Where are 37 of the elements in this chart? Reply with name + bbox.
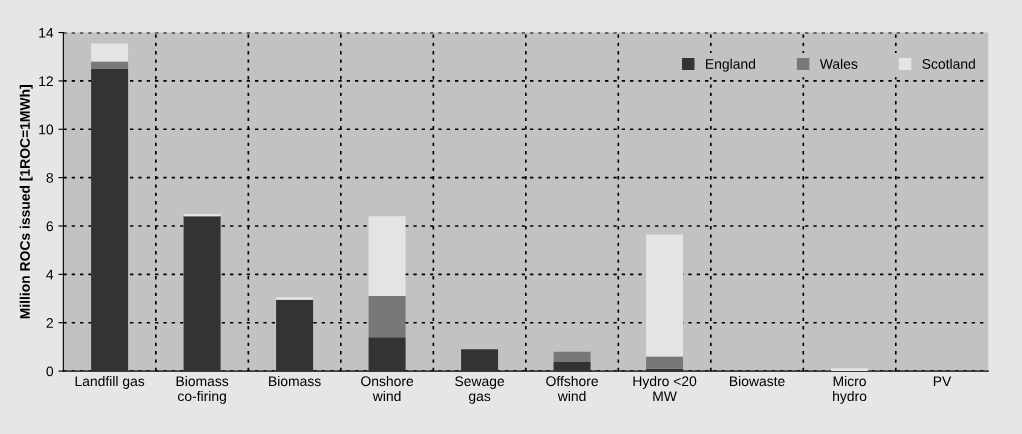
bar <box>646 234 684 357</box>
y-tick-label: 14 <box>39 28 54 38</box>
bar <box>368 216 406 297</box>
bar <box>553 351 591 363</box>
y-tick-label: 12 <box>39 76 53 86</box>
x-tick-label: Onshore wind <box>361 375 414 402</box>
x-tick-label: Biomass <box>269 375 321 387</box>
legend-label: Wales <box>819 58 858 69</box>
x-tick-label: Landfill gas <box>75 375 145 389</box>
x-tick-label: Biowaste <box>730 375 785 387</box>
x-tick-label: Hydro <20 MW <box>633 375 697 401</box>
bar <box>461 349 499 372</box>
bar <box>276 297 314 300</box>
bar <box>91 68 129 372</box>
bar <box>831 368 869 372</box>
y-axis-title: Million ROCs issued [1ROC=1MWh] <box>19 85 33 319</box>
bar <box>91 43 129 62</box>
bar <box>368 337 406 372</box>
legend-label: England <box>706 58 755 72</box>
bar <box>183 216 221 372</box>
bar <box>276 299 314 372</box>
bar <box>91 61 129 69</box>
y-tick-label: 8 <box>46 172 54 183</box>
y-tick-label: 6 <box>46 221 54 232</box>
x-tick-label: Sewage gas <box>455 376 505 404</box>
bar <box>646 356 684 369</box>
x-tick-label: PV <box>933 376 952 386</box>
y-tick-label: 2 <box>46 318 53 328</box>
bar <box>368 296 406 338</box>
legend-label: Scotland <box>922 58 975 69</box>
y-tick-label: 4 <box>46 269 54 280</box>
y-tick-label: 0 <box>46 366 54 377</box>
bar <box>553 362 591 372</box>
y-tick-label: 10 <box>39 124 54 135</box>
x-tick-label: Micro hydro <box>833 375 867 404</box>
x-tick-label: Biomass co-firing <box>176 375 229 404</box>
x-tick-label: Offshore wind <box>546 375 598 402</box>
